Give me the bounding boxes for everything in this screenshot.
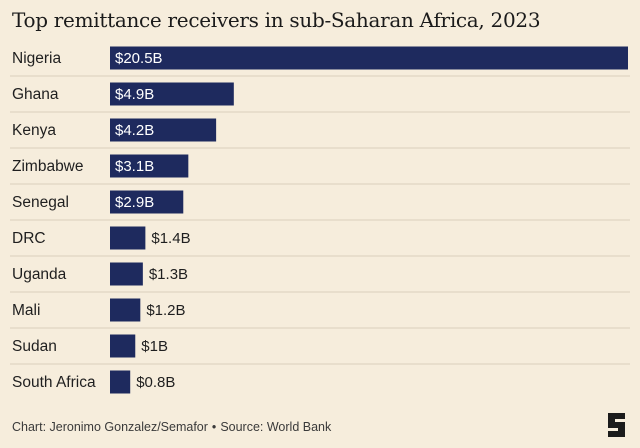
chart-credit: Chart: Jeronimo Gonzalez/Semafor bbox=[12, 420, 208, 434]
bar-value-label: $1B bbox=[141, 338, 168, 355]
category-label: Uganda bbox=[12, 266, 67, 283]
bar bbox=[110, 262, 143, 286]
bar bbox=[110, 298, 141, 322]
bar bbox=[110, 46, 628, 70]
footer-separator: • bbox=[211, 420, 217, 434]
semafor-s-logo-icon bbox=[608, 413, 625, 437]
bar-value-label: $1.4B bbox=[151, 230, 190, 247]
bar-value-label: $3.1B bbox=[115, 158, 154, 175]
bar-value-label: $20.5B bbox=[115, 50, 163, 67]
chart-title: Top remittance receivers in sub-Saharan … bbox=[12, 8, 541, 32]
chart-footer: Chart: Jeronimo Gonzalez/Semafor • Source:… bbox=[12, 420, 331, 434]
bar-value-label: $4.9B bbox=[115, 86, 154, 103]
bar-value-label: $4.2B bbox=[115, 122, 154, 139]
chart-source: Source: World Bank bbox=[220, 420, 332, 434]
bar-chart: Nigeria $20.5B Ghana $4.9B Kenya $4.2B Zimbabw… bbox=[10, 46, 630, 394]
bar bbox=[110, 334, 136, 358]
bar bbox=[110, 226, 146, 250]
category-label: DRC bbox=[12, 230, 46, 247]
category-label: Kenya bbox=[12, 122, 56, 139]
bar bbox=[110, 370, 131, 394]
category-label: Mali bbox=[12, 302, 40, 319]
category-label: Senegal bbox=[12, 194, 69, 211]
bar-value-label: $1.3B bbox=[149, 266, 188, 283]
category-label: Nigeria bbox=[12, 50, 61, 67]
category-label: Zimbabwe bbox=[12, 158, 84, 175]
bar-value-label: $2.9B bbox=[115, 194, 154, 211]
category-label: South Africa bbox=[12, 374, 96, 391]
bar-value-label: $1.2B bbox=[146, 302, 185, 319]
category-label: Ghana bbox=[12, 86, 59, 103]
bar bbox=[110, 190, 184, 214]
bar bbox=[110, 118, 217, 142]
bar bbox=[110, 154, 189, 178]
bar-value-label: $0.8B bbox=[136, 374, 175, 391]
bar bbox=[110, 82, 234, 106]
category-label: Sudan bbox=[12, 338, 57, 355]
